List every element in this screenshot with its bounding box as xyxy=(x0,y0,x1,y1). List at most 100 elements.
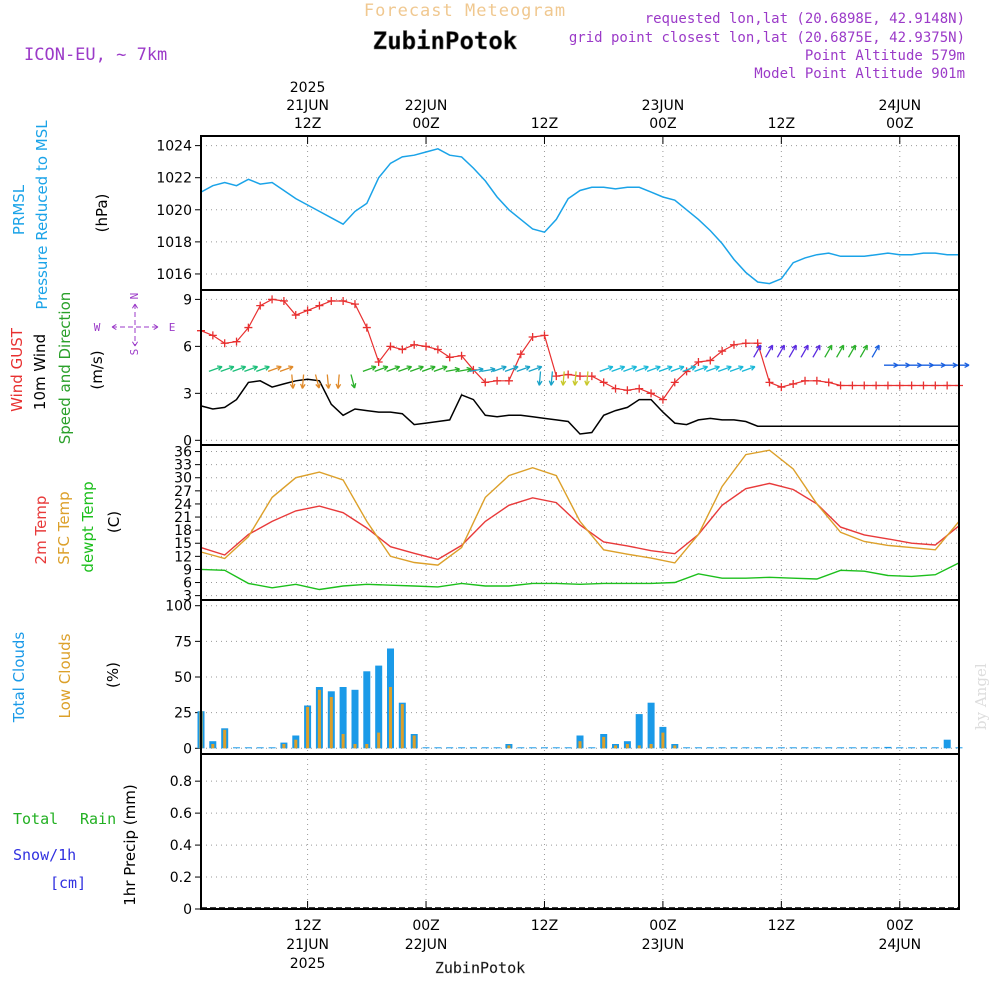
wind-direction-arrow xyxy=(584,371,590,386)
gust-marker xyxy=(611,384,620,393)
compass-s: S xyxy=(128,349,141,356)
ylabel-percent: (%) xyxy=(104,662,122,688)
gust-marker xyxy=(729,340,738,349)
gust-marker xyxy=(919,381,928,390)
wind-direction-arrow xyxy=(611,365,626,373)
ylabel-precip: 1hr Precip (mm) xyxy=(121,784,139,905)
ytick-label: 33 xyxy=(174,458,192,474)
gust-marker xyxy=(232,337,241,346)
wind-direction-arrow xyxy=(635,365,649,373)
gust-marker xyxy=(635,384,644,393)
ytick-label: 6 xyxy=(183,339,192,355)
wind-direction-arrow xyxy=(800,344,809,358)
total-cloud-bar xyxy=(647,702,655,749)
wind-direction-arrow xyxy=(859,344,868,358)
gust-marker xyxy=(410,340,419,349)
ylabel-low-clouds: Low Clouds xyxy=(56,633,74,718)
wind-direction-arrow xyxy=(335,374,342,389)
ytick-label: 18 xyxy=(174,523,192,539)
ytick-label: 24 xyxy=(174,497,192,513)
time-label-top: 24JUN xyxy=(878,98,921,114)
ylabel-gust: Wind GUST xyxy=(8,327,26,412)
low-cloud-bar xyxy=(365,744,369,749)
total-cloud-bar xyxy=(458,747,466,749)
time-label-bottom: 00Z xyxy=(886,918,913,934)
gust-marker xyxy=(339,296,348,305)
total-cloud-bar xyxy=(801,747,809,749)
low-cloud-bar xyxy=(341,734,345,749)
gust-marker xyxy=(386,342,395,351)
ylabel-ms: (m/s) xyxy=(88,350,106,389)
compass-arrows-icon xyxy=(111,303,159,347)
ytick-label: 0.4 xyxy=(170,838,192,854)
wind-direction-arrow xyxy=(812,344,821,358)
gust-marker xyxy=(623,386,632,395)
total-cloud-bar xyxy=(434,747,442,749)
footer-location: ZubinPotok xyxy=(435,959,525,977)
wind-direction-arrow xyxy=(433,365,448,373)
gust-marker xyxy=(374,358,383,367)
wind-direction-arrow xyxy=(374,365,389,373)
gust-marker xyxy=(765,378,774,387)
ytick-label: 30 xyxy=(174,471,192,487)
ytick-label: 75 xyxy=(174,634,192,650)
total-cloud-bar xyxy=(493,747,501,749)
ytick-label: 27 xyxy=(174,484,192,500)
gust-marker xyxy=(433,345,442,354)
ytick-label: 50 xyxy=(174,670,192,686)
low-cloud-bar xyxy=(412,735,416,749)
wind-direction-arrow xyxy=(717,365,732,373)
compass-n: N xyxy=(128,293,141,300)
gust-marker xyxy=(516,350,525,359)
low-cloud-bar xyxy=(673,745,677,749)
pressure-ylabels: PRMSL Pressure Reduced to MSL (hPa) xyxy=(10,120,111,310)
time-label-top: 00Z xyxy=(649,116,676,132)
ytick-label: 3 xyxy=(183,386,192,402)
total-cloud-bar xyxy=(730,747,738,749)
gust-marker xyxy=(493,376,502,385)
legend-total: Total xyxy=(13,810,58,828)
gust-marker xyxy=(883,381,892,390)
gust-marker xyxy=(552,372,561,381)
time-label-top: 00Z xyxy=(412,116,439,132)
wind-direction-arrow xyxy=(847,344,857,358)
total-cloud-bar xyxy=(884,746,892,749)
gust-marker xyxy=(907,381,916,390)
time-label-bottom: 2025 xyxy=(290,956,326,972)
total-cloud-bar xyxy=(351,689,359,749)
wind-direction-arrow xyxy=(516,365,531,373)
gust-marker xyxy=(647,389,656,398)
ytick-label: 0.6 xyxy=(170,806,192,822)
wind-direction-arrow xyxy=(398,365,413,373)
ytick-label: 1018 xyxy=(156,235,192,251)
total-cloud-bar xyxy=(588,747,596,749)
time-label-top: 00Z xyxy=(886,116,913,132)
gust-marker xyxy=(587,372,596,381)
temp-ylabels: 2m Temp SFC Temp dewpt Temp (C) xyxy=(32,481,123,572)
total-cloud-bar xyxy=(931,747,939,749)
gust-marker xyxy=(564,370,573,379)
point-altitude: Point Altitude 579m xyxy=(805,48,965,64)
low-cloud-bar xyxy=(282,744,286,749)
wind-direction-arrow xyxy=(386,365,401,373)
total-cloud-bar xyxy=(541,747,548,749)
gust-marker xyxy=(741,339,750,348)
ylabel-sfc-temp: SFC Temp xyxy=(55,491,73,564)
low-cloud-bar xyxy=(661,732,665,749)
temp-sfc-line xyxy=(200,449,960,566)
gust-marker xyxy=(362,323,371,332)
wind-direction-arrow xyxy=(325,374,332,389)
low-cloud-bar xyxy=(306,706,310,749)
low-cloud-bar xyxy=(353,744,357,749)
gust-marker xyxy=(445,353,454,362)
wind-direction-arrow xyxy=(741,365,756,373)
low-cloud-bar xyxy=(614,745,617,749)
ytick-label: 25 xyxy=(174,706,192,722)
wind-direction-arrow xyxy=(481,366,496,373)
gust-marker xyxy=(315,301,324,310)
time-label-bottom: 12Z xyxy=(531,918,558,934)
wind-direction-arrow xyxy=(646,365,661,373)
total-cloud-bar xyxy=(848,747,856,749)
ytick-label: 1020 xyxy=(156,203,192,219)
wind-direction-arrow xyxy=(492,365,507,373)
